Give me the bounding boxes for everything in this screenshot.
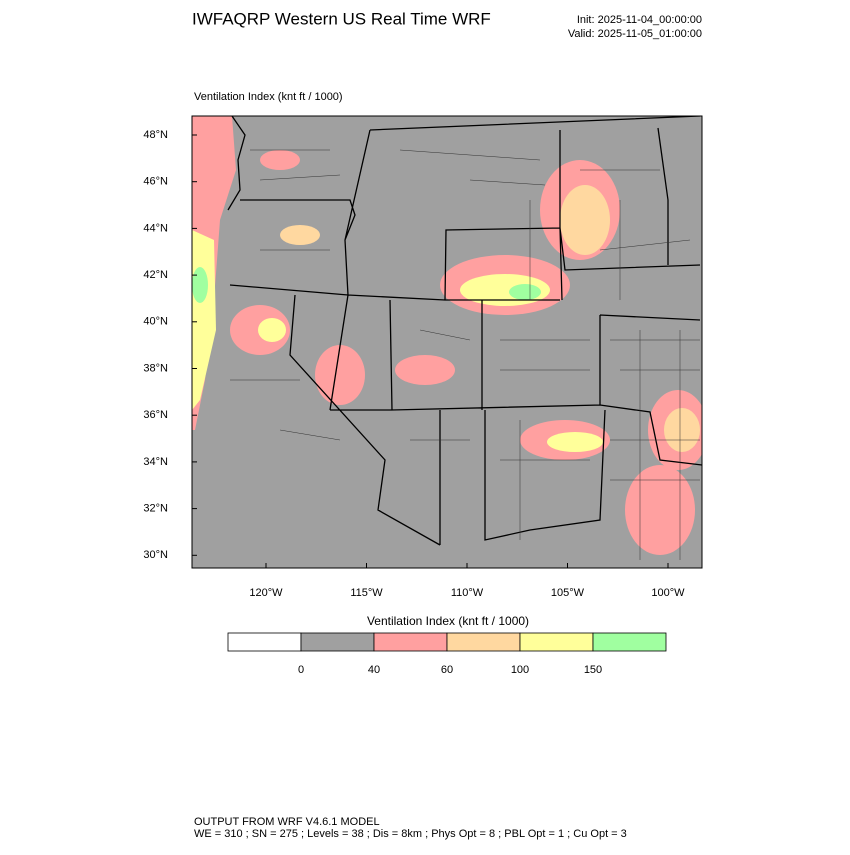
colorbar-label: 40 [368, 664, 380, 676]
lon-label: 100°W [651, 587, 685, 599]
map-frame [191, 115, 703, 569]
lat-label: 44°N [143, 222, 168, 234]
colorbar-box [373, 632, 448, 652]
lat-label: 36°N [143, 409, 168, 421]
valid-time: Valid: 2025-11-05_01:00:00 [568, 28, 702, 40]
map [191, 115, 703, 569]
lat-label: 46°N [143, 176, 168, 188]
field [547, 432, 603, 452]
lon-label: 105°W [551, 587, 585, 599]
colorbar-box [227, 632, 302, 652]
lon-label: 110°W [451, 587, 484, 599]
colorbar-box [446, 632, 521, 652]
lat-label: 34°N [143, 456, 168, 468]
field [192, 267, 208, 303]
lat-label: 38°N [143, 362, 168, 374]
field [560, 185, 610, 255]
lat-label: 30°N [143, 549, 168, 561]
lat-label: 42°N [143, 269, 168, 281]
lat-label: 32°N [143, 503, 168, 515]
colorbar-label: 150 [584, 664, 602, 676]
footer-line: WE = 310 ; SN = 275 ; Levels = 38 ; Dis … [194, 828, 627, 840]
colorbar-box [592, 632, 667, 652]
colorbar-label: 100 [511, 664, 529, 676]
lon-label: 115°W [350, 587, 383, 599]
colorbar-label: 60 [441, 664, 453, 676]
colorbar-box [300, 632, 375, 652]
colorbar: 0 40 60 100 150 [227, 632, 667, 676]
field [625, 465, 695, 555]
footer-line: OUTPUT FROM WRF V4.6.1 MODEL [194, 816, 380, 828]
field [258, 318, 286, 342]
lat-label: 48°N [143, 129, 168, 141]
field [664, 408, 700, 452]
axis-labels: 48°N 46°N 44°N 42°N 40°N 38°N 36°N 34°N 32°N 30°N… [143, 129, 685, 599]
field [509, 284, 541, 300]
title: IWFAQRP Western US Real Time WRF [192, 9, 491, 28]
field [280, 225, 320, 245]
lat-label: 40°N [143, 316, 168, 328]
colorbar-box [519, 632, 594, 652]
field [395, 355, 455, 385]
map-subtitle: Ventilation Index (knt ft / 1000) [194, 91, 343, 103]
colorbar-title: Ventilation Index (knt ft / 1000) [367, 614, 529, 628]
colorbar-label: 0 [298, 664, 304, 676]
init-time: Init: 2025-11-04_00:00:00 [577, 14, 702, 26]
lon-label: 120°W [249, 587, 283, 599]
field [260, 150, 300, 170]
field [315, 345, 365, 405]
